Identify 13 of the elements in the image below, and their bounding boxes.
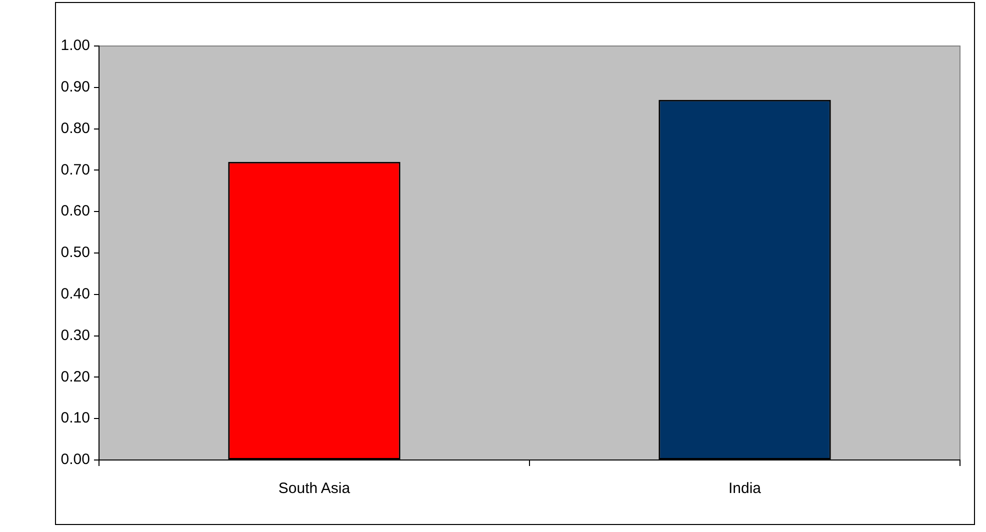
y-tick-label: 0.20 — [60, 368, 90, 386]
y-tick-label: 0.60 — [60, 202, 90, 220]
x-tick-label: India — [728, 480, 762, 498]
y-tick-label: 0.40 — [60, 286, 90, 303]
x-tick-label: South Asia — [278, 480, 351, 498]
y-tick-label: 1.00 — [60, 37, 90, 54]
y-tick-label: 0.90 — [60, 78, 90, 96]
y-tick-label: 0.30 — [60, 326, 90, 344]
y-tick-label: 0.80 — [60, 120, 90, 137]
y-tick-label: 0.50 — [60, 244, 90, 262]
y-tick-label: 0.00 — [60, 451, 90, 468]
y-tick-label: 0.70 — [60, 161, 90, 178]
y-tick-label: 0.10 — [60, 410, 90, 427]
